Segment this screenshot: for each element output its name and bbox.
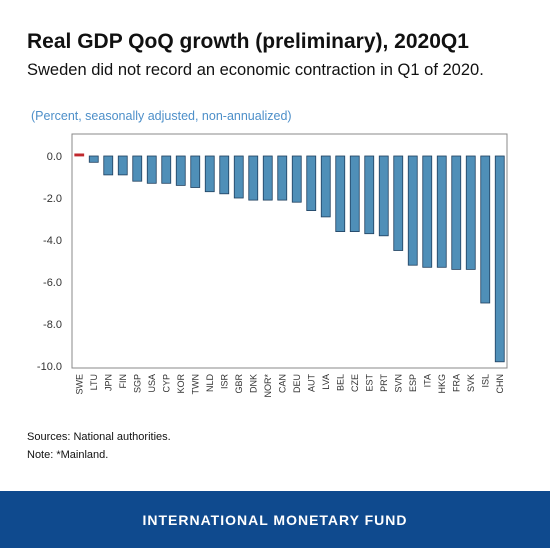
- category-label: CAN: [277, 374, 287, 393]
- category-label: NLD: [205, 374, 215, 393]
- y-tick-label: -6.0: [43, 277, 62, 289]
- bar-sgp: [132, 155, 143, 182]
- bar-dnk: [248, 155, 259, 201]
- bar-isl: [480, 155, 491, 304]
- category-label: AUT: [306, 373, 316, 392]
- category-label: LVA: [321, 374, 331, 390]
- bar-ltu: [88, 155, 99, 163]
- bar-svk: [465, 155, 476, 270]
- bar-lva: [320, 155, 331, 218]
- bar-svn: [393, 155, 404, 251]
- category-label: SVN: [393, 374, 403, 393]
- bar-swe: [74, 153, 85, 157]
- category-label: TWN: [190, 374, 200, 395]
- category-label: DEU: [292, 374, 302, 393]
- bar-fin: [117, 155, 128, 176]
- category-label: ISR: [219, 374, 229, 390]
- category-label: USA: [147, 374, 157, 393]
- bar-ita: [422, 155, 433, 268]
- bar-esp: [407, 155, 418, 266]
- bar-jpn: [103, 155, 114, 176]
- category-label: NOR*: [263, 374, 273, 398]
- category-label: ESP: [408, 374, 418, 392]
- bar-twn: [190, 155, 201, 188]
- y-tick-label: 0.0: [47, 151, 62, 163]
- bar-chart: 0.0 -2.0 -4.0 -6.0 -8.0 -10.0 SWE LTU JPN FIN SGP U…: [37, 133, 508, 398]
- y-tick-label: -10.0: [37, 361, 62, 373]
- bar-deu: [291, 155, 302, 203]
- bar-gbr: [233, 155, 244, 199]
- category-label: CZE: [350, 374, 360, 392]
- bar-bel: [335, 155, 346, 232]
- category-label: SWE: [74, 374, 84, 395]
- category-label: CHN: [495, 374, 505, 394]
- category-label: ISL: [480, 374, 490, 388]
- category-label: SGP: [132, 374, 142, 393]
- category-label: DNK: [248, 374, 258, 393]
- category-label: FIN: [118, 374, 128, 389]
- category-label: SVK: [466, 374, 476, 392]
- y-tick-label: -4.0: [43, 235, 62, 247]
- org-name: INTERNATIONAL MONETARY FUND: [142, 511, 408, 528]
- category-label: FRA: [451, 374, 461, 392]
- footnote: Note: *Mainland.: [27, 449, 109, 461]
- y-tick-label: -8.0: [43, 319, 62, 331]
- bar-chn: [494, 155, 505, 363]
- category-label: CYP: [161, 374, 171, 393]
- units-label: (Percent, seasonally adjusted, non-annua…: [31, 109, 292, 123]
- category-label: LTU: [89, 374, 99, 390]
- footer-banner: INTERNATIONAL MONETARY FUND: [0, 491, 550, 548]
- bar-cyp: [161, 155, 172, 184]
- category-label: EST: [364, 374, 374, 392]
- category-label: PRT: [379, 374, 389, 392]
- category-label: GBR: [234, 374, 244, 394]
- bar-nld: [204, 155, 215, 193]
- category-label: BEL: [335, 374, 345, 391]
- category-label: JPN: [103, 374, 113, 391]
- category-label: KOR: [176, 374, 186, 394]
- bar-hkg: [436, 155, 447, 268]
- bar-kor: [175, 155, 186, 186]
- y-tick-label: -2.0: [43, 193, 62, 205]
- chart-subtitle: Sweden did not record an economic contra…: [27, 61, 484, 79]
- bar-can: [277, 155, 288, 201]
- bar-usa: [146, 155, 157, 184]
- bar-fra: [451, 155, 462, 270]
- chart-title: Real GDP QoQ growth (preliminary), 2020Q…: [27, 30, 469, 53]
- category-label: ITA: [422, 374, 432, 387]
- bar-nor: [262, 155, 273, 201]
- bar-aut: [306, 155, 317, 211]
- bar-prt: [378, 155, 389, 237]
- bar-est: [364, 155, 375, 235]
- sources-note: Sources: National authorities.: [27, 431, 171, 443]
- bar-cze: [349, 155, 360, 232]
- plot-frame: [71, 133, 508, 369]
- bar-isr: [219, 155, 230, 195]
- category-label: HKG: [437, 374, 447, 394]
